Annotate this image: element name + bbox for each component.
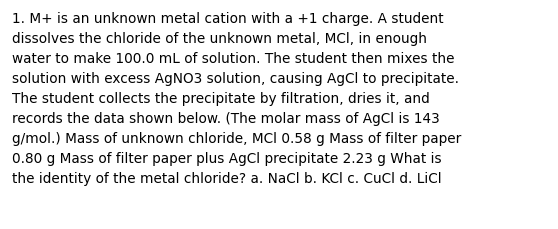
Text: 1. M+ is an unknown metal cation with a +1 charge. A student
dissolves the chlor: 1. M+ is an unknown metal cation with a … [12, 12, 461, 185]
